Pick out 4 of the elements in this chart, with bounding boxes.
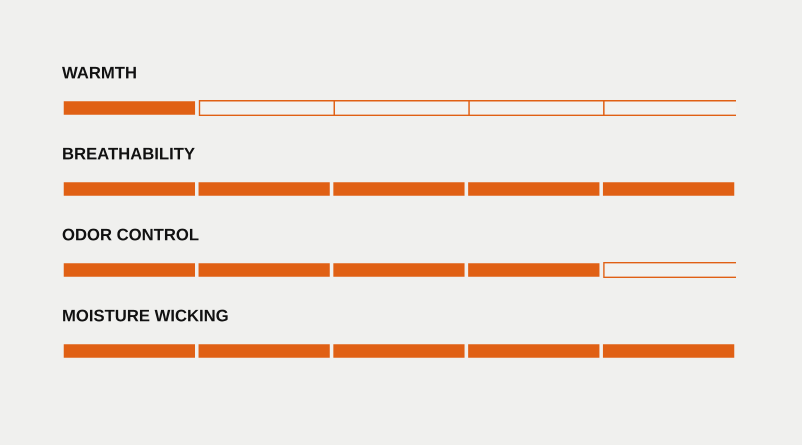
y-tick-label: ODOR CONTROL (62, 228, 199, 240)
y-tick-label: BREATHABILITY (63, 148, 195, 160)
y-tick-label: MOISTURE WICKING (63, 310, 228, 322)
y-tick-label: WARMTH (62, 66, 136, 78)
